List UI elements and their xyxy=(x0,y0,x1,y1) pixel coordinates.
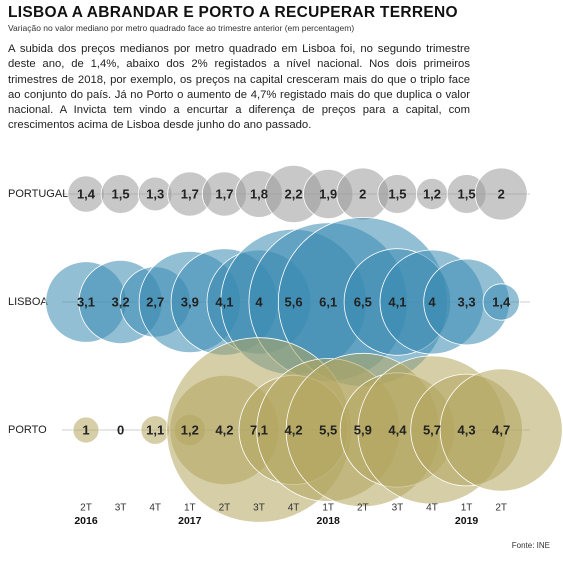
year-label: 2019 xyxy=(455,515,479,527)
value-label: 7,1 xyxy=(250,422,268,437)
value-label: 5,6 xyxy=(285,294,303,309)
year-label: 2018 xyxy=(317,515,341,527)
value-label: 2 xyxy=(359,186,366,201)
x-tick-label: 2T xyxy=(495,503,507,514)
value-label: 4,1 xyxy=(388,294,406,309)
value-label: 4,1 xyxy=(215,294,233,309)
x-tick-label: 1T xyxy=(184,503,196,514)
value-label: 4,2 xyxy=(285,422,303,437)
x-tick-label: 2T xyxy=(80,503,92,514)
x-tick-label: 4T xyxy=(288,503,300,514)
value-label: 1,3 xyxy=(146,186,164,201)
value-label: 1,7 xyxy=(181,186,199,201)
bubble xyxy=(439,368,563,492)
value-label: 1,2 xyxy=(181,422,199,437)
title: LISBOA A ABRANDAR E PORTO A RECUPERAR TE… xyxy=(8,4,458,21)
value-label: 0 xyxy=(117,422,124,437)
bubble xyxy=(474,167,528,221)
value-label: 4,2 xyxy=(215,422,233,437)
value-label: 3,1 xyxy=(77,294,95,309)
value-label: 2 xyxy=(498,186,505,201)
bubble xyxy=(72,416,100,444)
x-tick-label: 1T xyxy=(461,503,473,514)
value-label: 4 xyxy=(428,294,436,309)
value-label: 1 xyxy=(82,422,89,437)
x-tick-label: 3T xyxy=(253,503,265,514)
value-label: 5,5 xyxy=(319,422,337,437)
x-tick-label: 4T xyxy=(426,503,438,514)
value-label: 1,1 xyxy=(146,422,164,437)
value-label: 2,7 xyxy=(146,294,164,309)
value-label: 6,5 xyxy=(354,294,372,309)
year-label: 2016 xyxy=(74,515,98,527)
x-tick-label: 4T xyxy=(149,503,161,514)
x-tick-label: 2T xyxy=(219,503,231,514)
value-label: 3,9 xyxy=(181,294,199,309)
value-label: 1,2 xyxy=(423,186,441,201)
value-label: 3,3 xyxy=(458,294,476,309)
value-label: 1,5 xyxy=(112,186,130,201)
bubble xyxy=(482,283,520,321)
x-tick-label: 2T xyxy=(357,503,369,514)
row-label: PORTUGAL xyxy=(8,188,68,200)
value-label: 6,1 xyxy=(319,294,337,309)
value-label: 1,4 xyxy=(77,186,96,201)
body-text: A subida dos preços medianos por metro q… xyxy=(8,43,470,132)
value-label: 1,5 xyxy=(388,186,406,201)
value-label: 4,7 xyxy=(492,422,510,437)
value-label: 4 xyxy=(255,294,263,309)
value-label: 3,2 xyxy=(112,294,130,309)
value-label: 1,8 xyxy=(250,186,268,201)
x-tick-label: 3T xyxy=(115,503,127,514)
value-label: 5,9 xyxy=(354,422,372,437)
x-tick-label: 1T xyxy=(322,503,334,514)
value-label: 4,3 xyxy=(458,422,476,437)
subtitle: Variação no valor mediano por metro quad… xyxy=(8,23,355,33)
year-label: 2017 xyxy=(178,515,202,527)
value-label: 1,4 xyxy=(492,294,511,309)
value-label: 1,9 xyxy=(319,186,337,201)
row-label: LISBOA xyxy=(8,296,48,308)
value-label: 2,2 xyxy=(285,186,303,201)
row-label: PORTO xyxy=(8,424,47,436)
value-label: 5,7 xyxy=(423,422,441,437)
value-label: 1,5 xyxy=(458,186,476,201)
value-label: 1,7 xyxy=(215,186,233,201)
x-tick-label: 3T xyxy=(392,503,404,514)
source: Fonte: INE xyxy=(512,541,550,550)
value-label: 4,4 xyxy=(388,422,407,437)
